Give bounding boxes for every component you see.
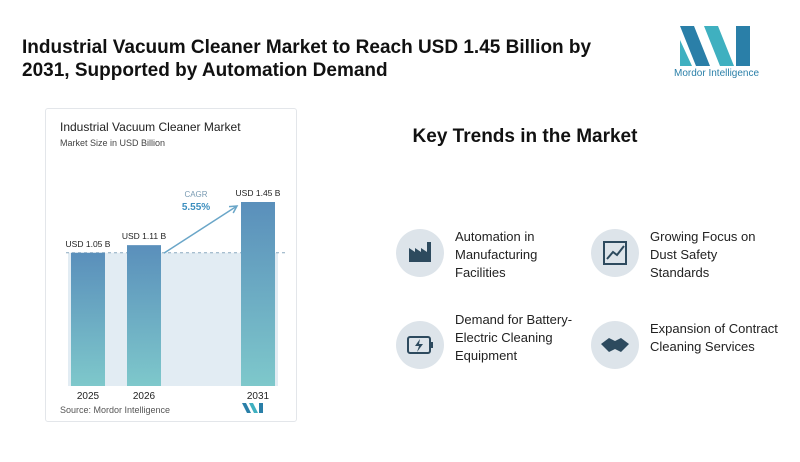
- trends-title: Key Trends in the Market: [412, 126, 638, 147]
- value-label: USD 1.45 B: [236, 188, 281, 198]
- trend-icon: [396, 321, 444, 369]
- trend-icon: [591, 321, 639, 369]
- chart: Industrial Vacuum Cleaner Market Market …: [60, 120, 286, 415]
- cagr-arrow: [163, 205, 238, 254]
- x-tick-label: 2031: [247, 391, 270, 402]
- logo-text: Mordor Intelligence: [674, 68, 760, 79]
- bar: [71, 252, 105, 386]
- trend-text: Growing Focus on Dust Safety Standards: [650, 229, 756, 280]
- chart-subtitle: Market Size in USD Billion: [60, 138, 165, 148]
- source: Source: Mordor Intelligence: [60, 405, 170, 415]
- trend-icon: [396, 229, 444, 277]
- logo-mark: [680, 26, 750, 66]
- trend-text: Automation in Manufacturing Facilities: [455, 229, 538, 280]
- x-tick-label: 2026: [133, 391, 156, 402]
- trend-icon: [591, 229, 639, 277]
- x-tick-label: 2025: [77, 391, 100, 402]
- trend-text: Demand for Battery-Electric Cleaning Equ…: [455, 312, 573, 363]
- trend-text: Expansion of Contract Cleaning Services: [650, 321, 778, 354]
- value-label: USD 1.11 B: [122, 231, 167, 241]
- cagr-value: 5.55%: [182, 202, 210, 213]
- chart-title: Industrial Vacuum Cleaner Market: [60, 120, 241, 134]
- bar: [127, 245, 161, 386]
- cagr-label: CAGR: [184, 190, 207, 199]
- bar: [241, 202, 275, 386]
- chart-card: Industrial Vacuum Cleaner Market Market …: [45, 108, 297, 422]
- value-label: USD 1.05 B: [66, 239, 111, 249]
- source-logo: [242, 403, 263, 413]
- cagr-arrowhead: [228, 205, 239, 214]
- page-title: Industrial Vacuum Cleaner Market to Reac…: [22, 37, 592, 81]
